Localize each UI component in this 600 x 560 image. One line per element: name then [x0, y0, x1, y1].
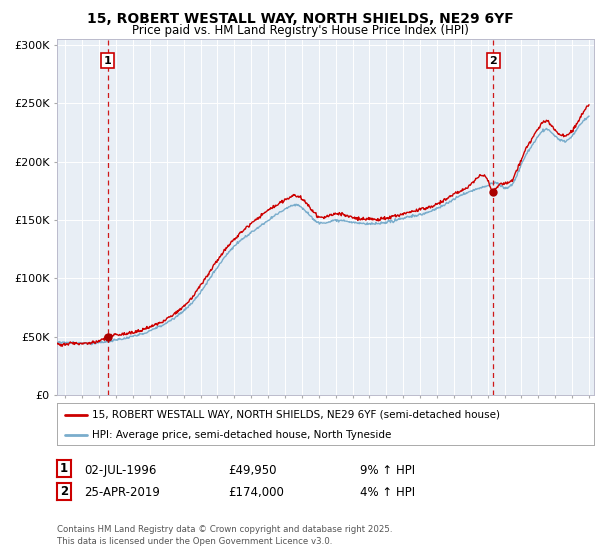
Text: Contains HM Land Registry data © Crown copyright and database right 2025.
This d: Contains HM Land Registry data © Crown c…: [57, 525, 392, 546]
Text: 25-APR-2019: 25-APR-2019: [84, 486, 160, 500]
Text: 2: 2: [60, 484, 68, 498]
Text: Price paid vs. HM Land Registry's House Price Index (HPI): Price paid vs. HM Land Registry's House …: [131, 24, 469, 37]
Text: HPI: Average price, semi-detached house, North Tyneside: HPI: Average price, semi-detached house,…: [92, 430, 391, 440]
Text: 9% ↑ HPI: 9% ↑ HPI: [360, 464, 415, 477]
Text: £49,950: £49,950: [228, 464, 277, 477]
Text: 1: 1: [104, 55, 112, 66]
Text: 4% ↑ HPI: 4% ↑ HPI: [360, 486, 415, 500]
Text: 15, ROBERT WESTALL WAY, NORTH SHIELDS, NE29 6YF (semi-detached house): 15, ROBERT WESTALL WAY, NORTH SHIELDS, N…: [92, 410, 500, 420]
Text: £174,000: £174,000: [228, 486, 284, 500]
Text: 1: 1: [60, 462, 68, 475]
Text: 02-JUL-1996: 02-JUL-1996: [84, 464, 157, 477]
Text: 15, ROBERT WESTALL WAY, NORTH SHIELDS, NE29 6YF: 15, ROBERT WESTALL WAY, NORTH SHIELDS, N…: [86, 12, 514, 26]
Text: 2: 2: [490, 55, 497, 66]
